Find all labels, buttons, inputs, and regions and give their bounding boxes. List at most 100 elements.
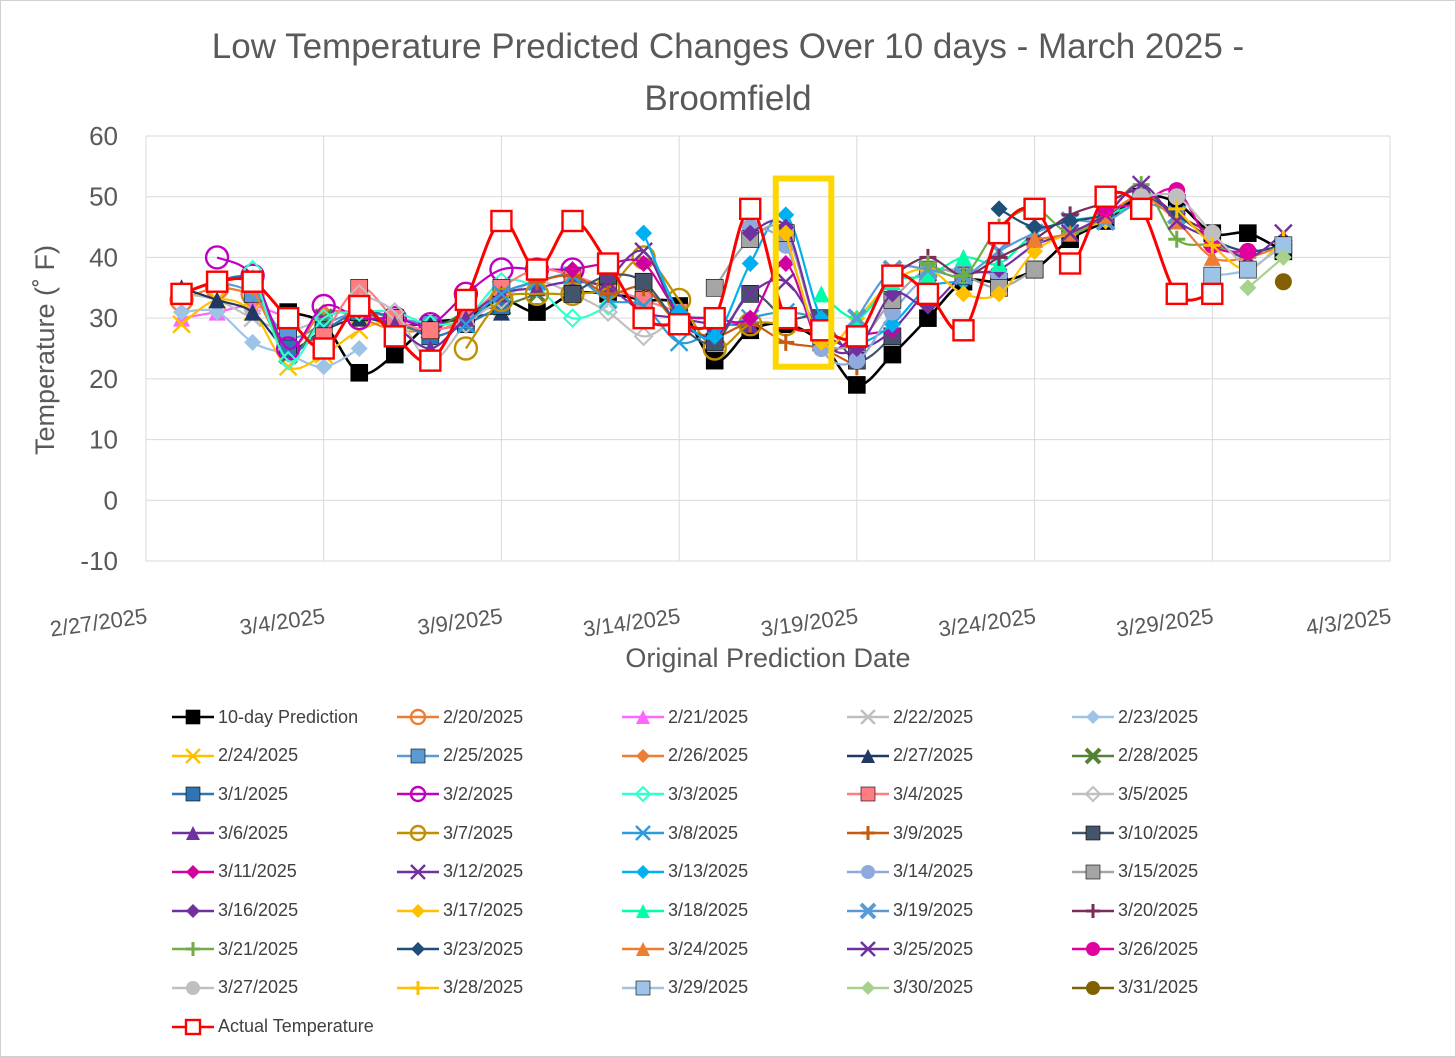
series-line — [1141, 192, 1249, 271]
data-point — [859, 902, 877, 919]
legend-label: 3/10/2025 — [1118, 822, 1199, 843]
legend-label: 3/21/2025 — [218, 938, 299, 959]
legend-label: 2/27/2025 — [893, 745, 974, 766]
y-tick-label: 50 — [89, 182, 118, 212]
legend-item: 3/7/2025 — [395, 820, 513, 846]
legend-swatch — [622, 980, 664, 996]
legend-item: 3/18/2025 — [620, 898, 748, 924]
data-point — [411, 903, 425, 918]
data-point — [635, 255, 653, 272]
data-point — [776, 272, 796, 292]
data-point — [1239, 260, 1257, 279]
chart-title-line2: Broomfield — [644, 79, 811, 118]
legend-item: 3/9/2025 — [845, 820, 963, 846]
data-point — [561, 209, 584, 233]
data-point — [457, 309, 475, 327]
data-point — [454, 288, 478, 312]
legend-label: 3/16/2025 — [218, 900, 299, 920]
legend-swatch — [847, 787, 889, 802]
data-point — [596, 252, 620, 275]
legend-swatch — [622, 864, 664, 879]
legend-label: 3/17/2025 — [443, 900, 524, 920]
legend-item: 3/23/2025 — [395, 936, 523, 962]
legend-label: 3/30/2025 — [893, 977, 974, 998]
data-point — [1085, 825, 1101, 841]
data-point — [952, 319, 975, 342]
data-point — [453, 336, 479, 361]
legend-item: 3/17/2025 — [395, 898, 523, 924]
data-point — [421, 321, 440, 340]
legend-label: 3/11/2025 — [218, 861, 297, 882]
legend-swatch — [172, 826, 214, 841]
x-tick-label: 3/29/2025 — [1115, 603, 1215, 641]
data-point — [635, 980, 651, 996]
data-point — [1168, 200, 1186, 218]
legend-item: 3/8/2025 — [620, 820, 738, 846]
data-point — [1026, 218, 1044, 236]
legend-swatch — [847, 826, 889, 841]
data-point — [954, 267, 972, 285]
legend-item: 3/15/2025 — [1070, 859, 1198, 885]
data-point — [244, 333, 262, 351]
y-tick-label: 0 — [104, 485, 118, 515]
legend-swatch — [847, 941, 889, 958]
x-tick-label: 3/14/2025 — [581, 603, 681, 641]
y-tick-label: 10 — [89, 425, 118, 455]
legend-label: Actual Temperature — [218, 1016, 374, 1037]
legend-swatch — [1072, 710, 1114, 724]
legend-swatch — [622, 748, 664, 763]
data-point — [636, 864, 650, 879]
data-point — [636, 748, 650, 763]
data-point — [241, 270, 264, 293]
data-point — [860, 709, 876, 725]
legend-label: 2/24/2025 — [218, 745, 299, 766]
legend-item: 3/21/2025 — [170, 936, 298, 962]
data-point — [1203, 224, 1221, 242]
legend-swatch — [847, 864, 889, 879]
data-point — [186, 826, 200, 841]
legend-swatch — [397, 708, 439, 726]
data-point — [1085, 864, 1101, 880]
data-point — [919, 255, 937, 272]
legend-item: 2/27/2025 — [845, 743, 973, 769]
series-3-30-2025 — [1239, 248, 1292, 297]
data-point — [883, 345, 902, 364]
series-line — [181, 275, 502, 352]
legend-item: Actual Temperature — [170, 1014, 374, 1040]
legend-swatch — [397, 942, 439, 957]
legend-swatch — [172, 787, 214, 802]
data-point — [1084, 747, 1102, 765]
data-point — [1025, 260, 1044, 279]
legend-item: 3/20/2025 — [1070, 898, 1198, 924]
series-line — [784, 219, 1107, 348]
data-point — [276, 306, 300, 330]
legend-item: 2/28/2025 — [1070, 743, 1198, 769]
legend-label: 3/28/2025 — [443, 977, 524, 998]
data-point — [1026, 230, 1044, 248]
legend-swatch — [847, 709, 889, 725]
legend-swatch — [397, 786, 439, 803]
data-point — [777, 206, 795, 224]
data-point — [1086, 710, 1100, 724]
legend-label: 3/2/2025 — [443, 783, 514, 804]
y-tick-label: -10 — [80, 546, 118, 576]
legend-item: 3/28/2025 — [395, 975, 523, 1001]
legend-item: 3/13/2025 — [620, 859, 748, 885]
legend-item: 3/1/2025 — [170, 781, 288, 807]
data-point — [1086, 980, 1100, 995]
legend-label: 3/1/2025 — [218, 783, 289, 804]
series-actual-temperature — [170, 185, 1224, 372]
data-point — [706, 327, 724, 345]
data-point — [633, 326, 654, 347]
legend-label: 2/25/2025 — [443, 745, 524, 766]
data-point — [244, 303, 262, 321]
x-axis-label: Original Prediction Date — [625, 643, 910, 673]
data-point — [208, 291, 226, 309]
data-point — [1086, 903, 1100, 918]
data-point — [860, 941, 876, 958]
data-point — [1168, 230, 1186, 248]
data-point — [410, 748, 426, 763]
data-point — [919, 267, 937, 285]
legend-swatch — [172, 980, 214, 995]
data-point — [350, 363, 369, 382]
